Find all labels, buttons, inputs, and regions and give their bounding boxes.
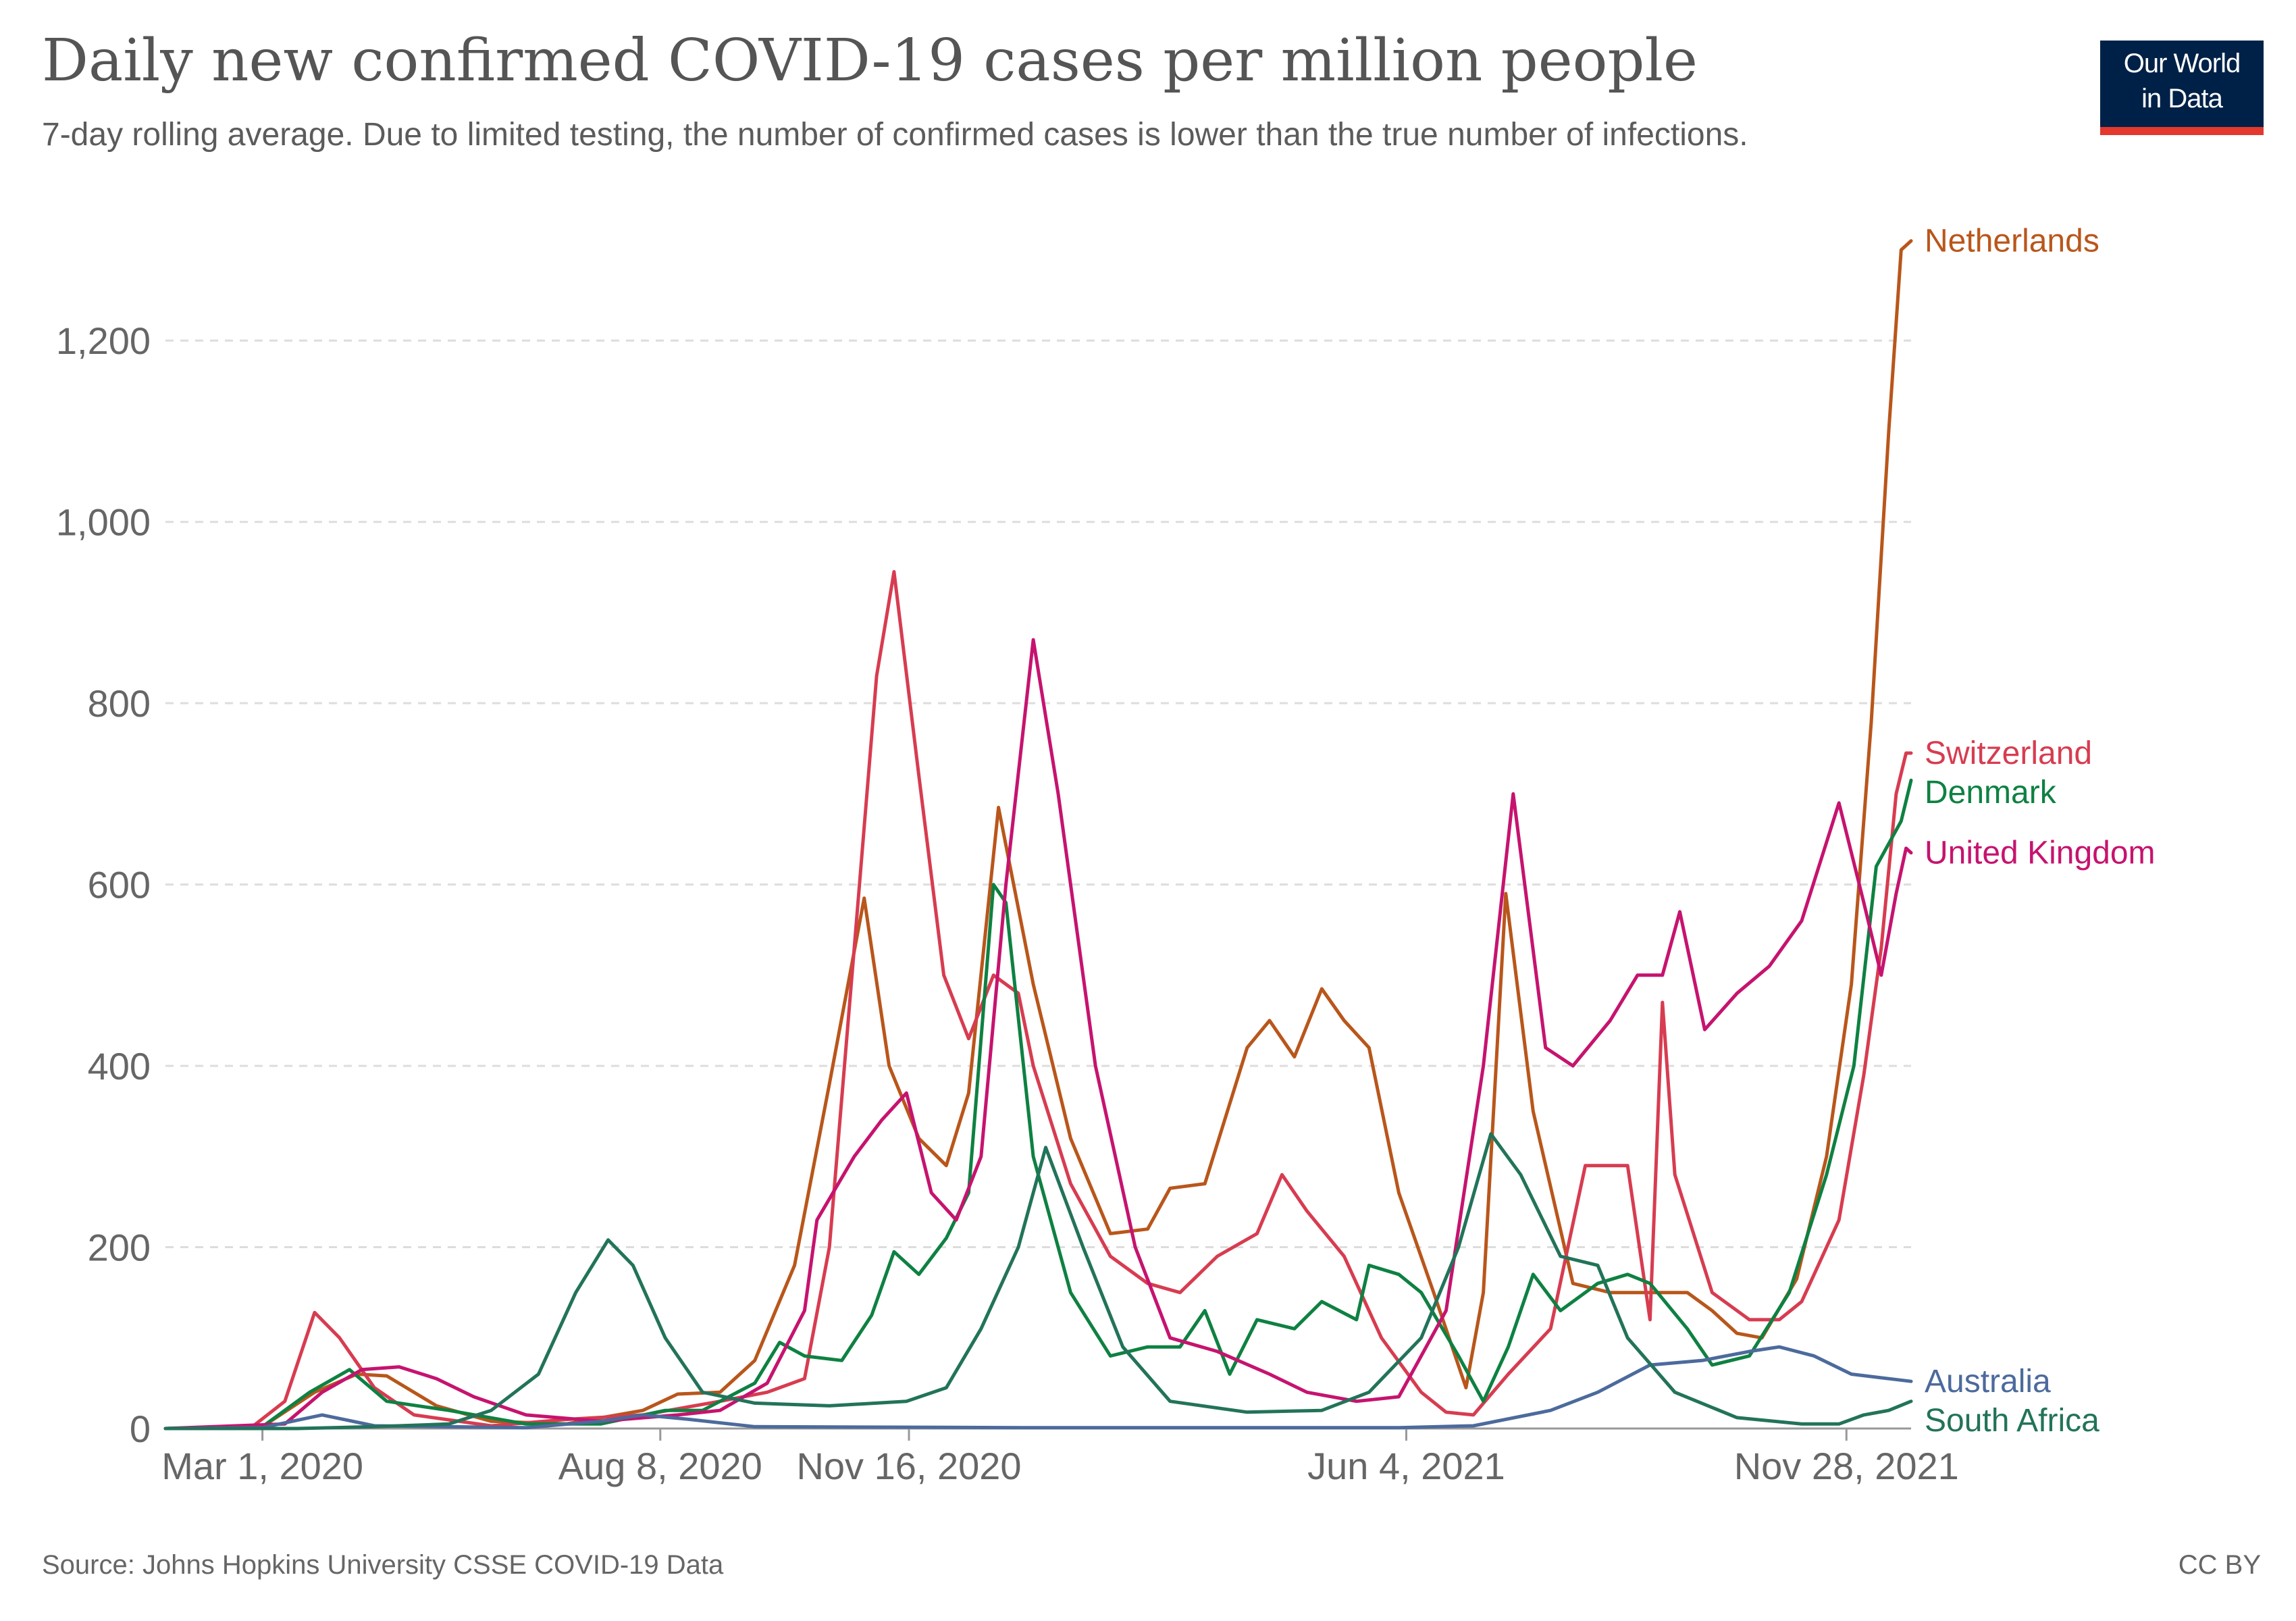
logo-line-2: in Data — [2141, 84, 2223, 113]
x-tick-label: Aug 8, 2020 — [558, 1445, 762, 1487]
series-lines — [163, 239, 1913, 1431]
series-label-united-kingdom: United Kingdom — [1925, 835, 2156, 871]
series-line-netherlands — [163, 239, 1913, 1431]
owid-logo[interactable]: Our World in Data — [2100, 41, 2264, 135]
y-tick-label: 200 — [88, 1227, 151, 1269]
axes: 0 200 400 600 800 1,000 1,200 Mar 1, 2020 Aug 8,… — [56, 319, 1959, 1487]
chart-subtitle: 7-day rolling average. Due to limited te… — [42, 117, 1748, 153]
logo-line-1: Our World — [2123, 49, 2241, 78]
x-tick-label: Mar 1, 2020 — [161, 1445, 363, 1487]
series-label-south-africa: South Africa — [1925, 1403, 2099, 1439]
x-tick-label: Nov 28, 2021 — [1734, 1445, 1959, 1487]
series-line-south-africa — [163, 1132, 1913, 1431]
series-line-australia — [163, 1345, 1913, 1431]
y-tick-label: 1,000 — [56, 501, 151, 544]
series-line-denmark — [163, 778, 1913, 1431]
x-tick-label: Jun 4, 2021 — [1307, 1445, 1505, 1487]
license-link[interactable]: CC BY — [2178, 1550, 2261, 1580]
chart-title: Daily new confirmed COVID-19 cases per m… — [42, 27, 1698, 95]
series-labels: Netherlands Switzerland Denmark United King… — [1925, 224, 2156, 1439]
series-line-switzerland — [163, 570, 1913, 1431]
y-tick-label: 0 — [130, 1408, 151, 1450]
x-tick-label: Nov 16, 2020 — [796, 1445, 1021, 1487]
series-label-australia: Australia — [1925, 1364, 2051, 1399]
series-label-denmark: Denmark — [1925, 775, 2057, 810]
y-tick-label: 1,200 — [56, 319, 151, 362]
y-tick-label: 600 — [88, 864, 151, 906]
series-label-switzerland: Switzerland — [1925, 736, 2092, 771]
y-tick-label: 800 — [88, 682, 151, 725]
source-note[interactable]: Source: Johns Hopkins University CSSE CO… — [42, 1550, 724, 1580]
grid-lines — [165, 339, 1911, 1249]
y-tick-label: 400 — [88, 1045, 151, 1087]
series-label-netherlands: Netherlands — [1925, 224, 2099, 259]
